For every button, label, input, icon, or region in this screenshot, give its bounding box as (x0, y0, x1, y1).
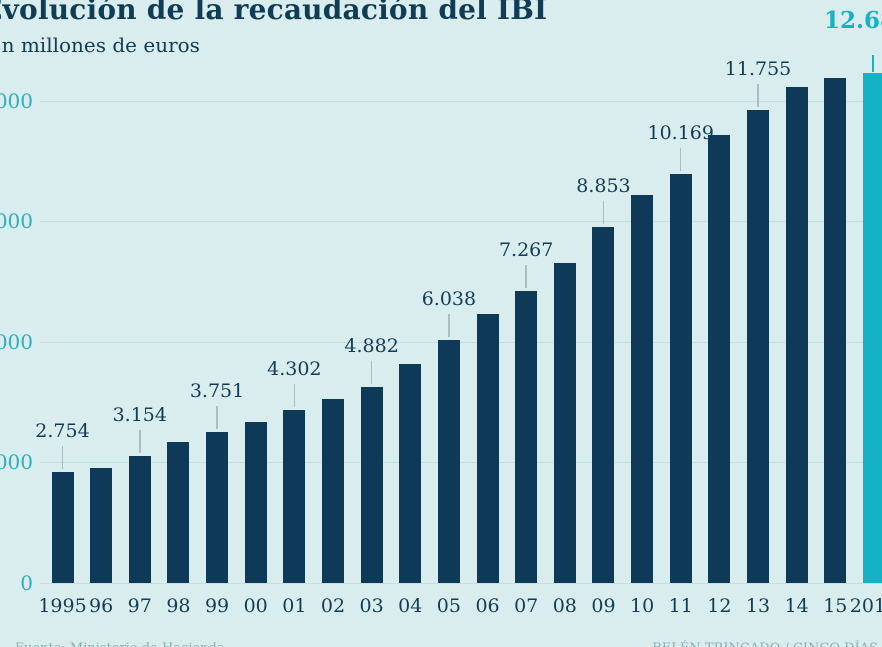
x-axis-label-01: 01 (282, 595, 307, 617)
x-axis-label-12: 12 (707, 595, 732, 617)
x-axis-label-00: 00 (243, 595, 268, 617)
bar-04 (399, 364, 422, 583)
x-axis-label-13: 13 (745, 595, 771, 617)
x-axis-label-2016: 2016 (849, 595, 882, 617)
value-label-05: 6.038 (421, 288, 477, 311)
gridline-9000 (40, 221, 882, 223)
x-axis-label-02: 02 (320, 595, 346, 617)
x-axis-label-14: 14 (784, 595, 809, 617)
y-axis-label-12000: 12.000 (0, 88, 33, 113)
bar-14 (785, 87, 808, 583)
gridline-6000 (40, 341, 882, 343)
gridline-3000 (40, 462, 882, 464)
bar-02 (321, 398, 344, 583)
highlight-connector (872, 55, 874, 72)
bar-03 (360, 386, 383, 583)
x-axis-label-09: 09 (591, 595, 616, 617)
value-connector-09 (602, 201, 605, 225)
value-connector-1995 (61, 446, 64, 470)
bar-07 (515, 290, 538, 583)
bar-08 (553, 263, 576, 583)
bar-98 (167, 441, 190, 583)
x-axis-label-06: 06 (475, 595, 500, 617)
value-label-99: 3.751 (189, 380, 245, 403)
value-label-97: 3.154 (112, 404, 167, 427)
x-axis-label-1995: 1995 (38, 595, 87, 617)
bar-11 (669, 174, 692, 583)
value-label-01: 4.302 (267, 358, 322, 381)
source-caption-clipped: Fuente: Ministerio de Hacienda (15, 641, 225, 647)
value-label-07: 7.267 (498, 238, 554, 261)
value-connector-03 (370, 360, 373, 384)
value-connector-13 (757, 84, 759, 108)
chart-title: Evolución de la recaudación del IBI (0, 0, 548, 26)
x-axis-label-07: 07 (514, 595, 539, 617)
value-label-1995: 2.754 (35, 420, 90, 443)
bar-09 (592, 227, 615, 583)
value-connector-05 (448, 314, 450, 338)
y-axis-label-3000: 3.000 (0, 450, 33, 475)
x-axis-label-97: 97 (127, 595, 152, 617)
y-axis-label-9000: 9.000 (0, 209, 33, 234)
bar-01 (283, 410, 306, 583)
gridline-0 (40, 583, 882, 584)
gridline-12000 (40, 100, 882, 102)
value-label-13: 11.755 (724, 58, 792, 81)
x-axis-label-96: 96 (89, 595, 114, 617)
y-axis-label-6000: 6.000 (0, 329, 33, 354)
x-axis-label-03: 03 (359, 595, 384, 617)
bar-2016 (862, 73, 882, 583)
credit-caption-clipped: BELÉN TRINCADO / CINCO DÍAS (652, 641, 878, 647)
value-connector-11 (679, 148, 682, 172)
bar-97 (128, 456, 151, 583)
value-label-09: 8.853 (576, 175, 631, 198)
x-axis-label-05: 05 (436, 595, 461, 617)
x-axis-label-04: 04 (398, 595, 423, 617)
bar-06 (476, 313, 499, 583)
value-connector-97 (139, 430, 141, 454)
bar-10 (631, 195, 654, 583)
bar-00 (244, 421, 267, 583)
bar-99 (206, 432, 229, 583)
x-axis-label-99: 99 (204, 595, 230, 617)
bar-12 (708, 134, 731, 583)
value-connector-07 (525, 264, 527, 288)
bar-13 (747, 110, 770, 583)
bar-1995 (51, 472, 74, 583)
x-axis-label-15: 15 (823, 595, 848, 617)
value-label-11: 10.169 (647, 122, 714, 145)
highlight-value-label-2016: 12.680 (824, 7, 882, 34)
bar-96 (90, 467, 113, 583)
y-axis-label-0: 0 (20, 571, 33, 595)
chart-subtitle: En millones de euros (0, 33, 200, 57)
value-connector-01 (293, 384, 296, 408)
bar-15 (824, 77, 847, 583)
x-axis-label-98: 98 (166, 595, 191, 617)
x-axis-label-11: 11 (668, 595, 693, 617)
x-axis-label-08: 08 (552, 595, 577, 617)
value-connector-99 (216, 406, 218, 430)
x-axis-label-10: 10 (630, 595, 655, 617)
bar-05 (437, 340, 460, 583)
value-label-03: 4.882 (344, 334, 399, 357)
